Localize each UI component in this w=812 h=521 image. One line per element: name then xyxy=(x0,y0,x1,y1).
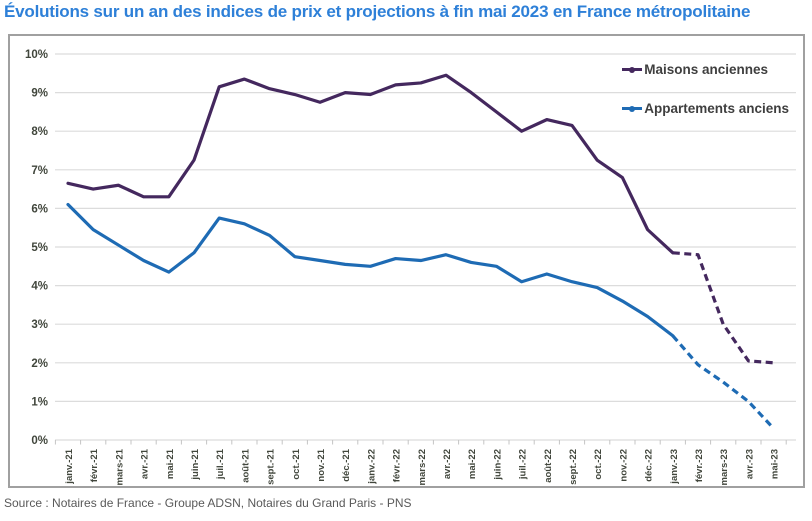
y-tick-label: 7% xyxy=(31,165,48,177)
y-tick-label: 0% xyxy=(31,435,48,447)
x-tick-label: mai-21 xyxy=(165,448,176,479)
x-tick-label: juil.-21 xyxy=(215,448,226,480)
x-tick-label: juin-22 xyxy=(492,449,503,481)
x-tick-label: mars-22 xyxy=(417,449,428,485)
y-tick-label: 8% xyxy=(31,126,48,138)
x-tick-label: août-22 xyxy=(543,449,554,483)
chart-legend: Maisons anciennes Appartements anciens xyxy=(622,62,789,116)
x-tick-label: mai-22 xyxy=(467,449,478,479)
y-tick-label: 3% xyxy=(31,319,48,331)
legend-item-appartements: Appartements anciens xyxy=(622,101,789,116)
x-tick-label: avr.-21 xyxy=(140,448,151,479)
x-tick-label: avr.-23 xyxy=(744,449,755,479)
x-tick-label: mars-21 xyxy=(114,448,125,485)
x-tick-label: oct.-21 xyxy=(291,448,302,479)
series-line-solid-maisons xyxy=(66,73,675,255)
x-tick-label: oct.-22 xyxy=(593,449,604,480)
x-tick-label: janv.-23 xyxy=(669,449,680,485)
x-tick-label: mars-23 xyxy=(719,449,730,485)
x-tick-label: déc.-22 xyxy=(644,449,655,482)
y-tick-label: 10% xyxy=(25,49,48,61)
legend-item-maisons: Maisons anciennes xyxy=(622,62,768,77)
y-tick-label: 9% xyxy=(31,88,48,100)
x-tick-label: janv.-21 xyxy=(64,448,75,484)
x-tick-label: févr.-22 xyxy=(392,449,403,482)
maisons-line-icon xyxy=(622,65,643,75)
y-tick-label: 1% xyxy=(31,396,48,408)
x-tick-label: sept.-22 xyxy=(568,449,579,485)
x-tick-label: févr.-23 xyxy=(694,449,705,482)
chart-area: 0% 1% 2% 3% 4% 5% 6% 7% 8% 9% 10% janv.-21 févr.-21 m… xyxy=(8,34,805,488)
x-tick-label: août-21 xyxy=(240,448,251,483)
y-tick-label: 4% xyxy=(31,281,48,293)
x-tick-label: févr.-21 xyxy=(89,448,100,482)
legend-label-maisons: Maisons anciennes xyxy=(644,62,768,77)
y-tick-label: 2% xyxy=(31,358,48,370)
x-tick-label: avr.-22 xyxy=(442,449,453,479)
series-line-projection-maisons xyxy=(672,251,774,365)
x-tick-label: juin-21 xyxy=(190,448,201,480)
x-tick-label: déc.-21 xyxy=(341,448,352,481)
chart-title: Évolutions sur un an des indices de prix… xyxy=(4,2,751,21)
y-tick-label: 5% xyxy=(31,242,48,254)
x-tick-label: janv.-22 xyxy=(366,449,377,485)
y-tick-label: 6% xyxy=(31,203,48,215)
series-line-projection-appartements xyxy=(671,334,775,430)
price-index-chart: 0% 1% 2% 3% 4% 5% 6% 7% 8% 9% 10% janv.-21 févr.-21 m… xyxy=(25,49,796,485)
legend-label-appartements: Appartements anciens xyxy=(644,101,789,116)
x-tick-label: sept.-21 xyxy=(266,448,277,485)
x-tick-label: nov.-21 xyxy=(316,448,327,481)
appartements-line-icon xyxy=(622,104,643,114)
x-tick-label: nov.-22 xyxy=(618,449,629,482)
source-text: Source : Notaires de France - Groupe ADS… xyxy=(4,496,412,510)
x-tick-label: juil.-22 xyxy=(518,449,529,480)
x-tick-label: mai-23 xyxy=(770,449,781,479)
series-line-solid-appartements xyxy=(66,202,675,338)
